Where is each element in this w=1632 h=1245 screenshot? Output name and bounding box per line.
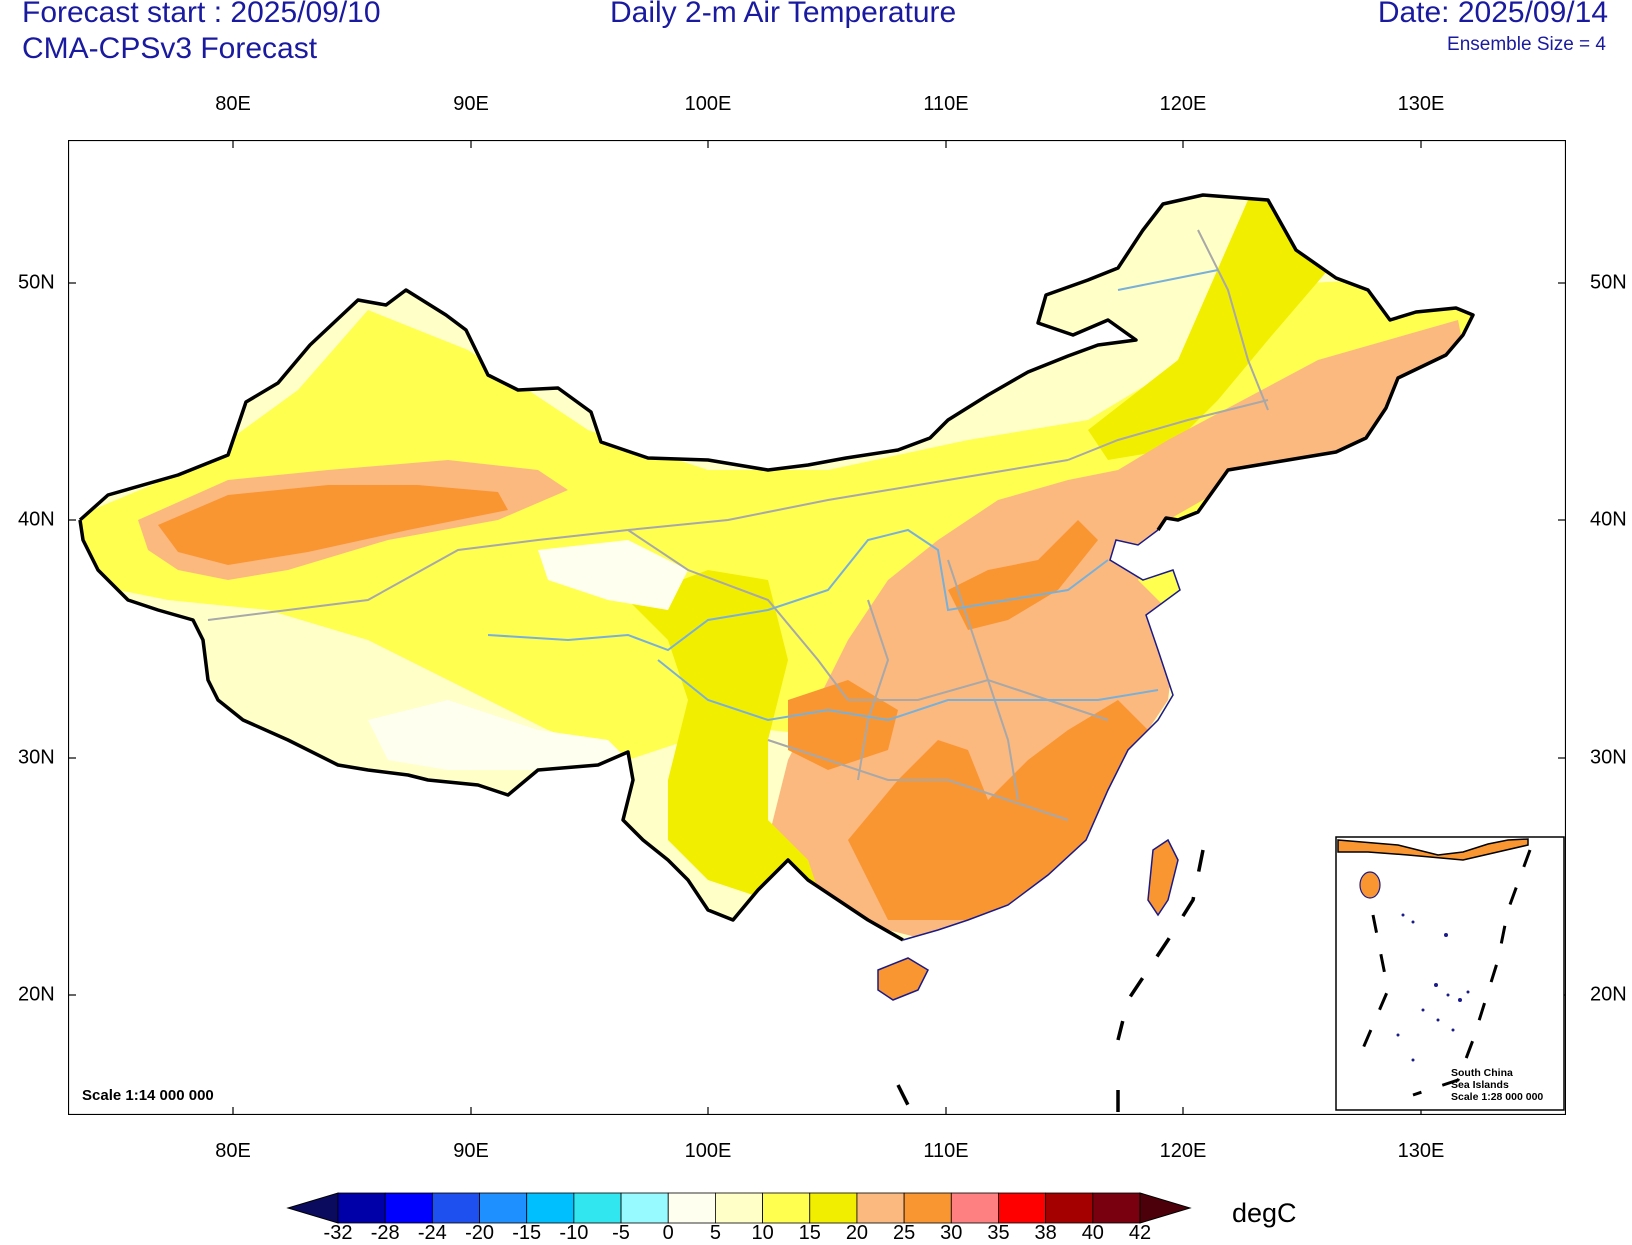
colorbar-swatch (903, 1192, 952, 1224)
colorbar-swatch (762, 1192, 811, 1224)
province-borders (207, 229, 1269, 821)
colorbar-min-arrow (286, 1192, 339, 1224)
colorbar-max-arrow (1139, 1192, 1192, 1224)
model-name-label: CMA-CPSv3 Forecast (22, 32, 318, 65)
inset-caption-line: Sea Islands (1451, 1079, 1509, 1091)
lon-label-top: 130E (1397, 93, 1445, 115)
colorbar-swatch (431, 1192, 480, 1224)
hot-north-china (948, 520, 1098, 630)
forecast-start-label: Forecast start : 2025/09/10 (22, 0, 381, 29)
south-china-sea-inset (1335, 836, 1565, 1111)
colorbar-tick-label: 5 (709, 1222, 721, 1244)
national-border (78, 193, 1475, 942)
frame-ticks (68, 140, 1566, 1115)
hainan-island (877, 957, 929, 1001)
zone-5-10 (368, 700, 628, 770)
colorbar-tick-label: -24 (417, 1222, 447, 1244)
colorbar-swatch (337, 1192, 386, 1224)
colorbar-tick-label: -28 (370, 1222, 400, 1244)
ensemble-size-label: Ensemble Size = 4 (1447, 34, 1606, 55)
lon-label-bottom: 130E (1397, 1140, 1445, 1162)
colorbar-tick-label: 30 (940, 1222, 963, 1244)
lon-label-top: 80E (215, 93, 251, 115)
colorbar-swatch (809, 1192, 858, 1224)
lat-label-left: 20N (18, 983, 55, 1006)
colorbar-swatch (384, 1192, 433, 1224)
inset-caption-line: Scale 1:28 000 000 (1451, 1091, 1544, 1103)
lon-label-bottom: 100E (684, 1140, 732, 1162)
lon-label-top: 100E (684, 93, 732, 115)
colorbar-swatch (950, 1192, 999, 1224)
colorbar-swatch (1092, 1192, 1141, 1224)
colorbar-tick-label: -15 (512, 1222, 542, 1244)
colorbar-tick-label: 15 (798, 1222, 821, 1244)
lon-label-top: 90E (453, 93, 489, 115)
lat-label-right: 50N (1590, 271, 1627, 294)
zone-5-10-north (538, 540, 688, 610)
colorbar-tick-label: 25 (892, 1222, 916, 1244)
lat-label-right: 20N (1590, 983, 1627, 1006)
colorbar-swatch (479, 1192, 528, 1224)
colorbar-swatch (856, 1192, 905, 1224)
zone-20-25-central (628, 570, 828, 920)
inset-caption: South China Sea Islands Scale 1:28 000 0… (1451, 1067, 1543, 1103)
lon-label-bottom: 120E (1159, 1140, 1207, 1162)
inset-caption-line: South China (1451, 1067, 1513, 1079)
colorbar-swatch (526, 1192, 575, 1224)
colorbar-tick-label: 0 (662, 1222, 674, 1244)
colorbar-tick-label: 20 (845, 1222, 869, 1244)
colorbar-tick-label: -10 (559, 1222, 589, 1244)
colorbar-swatch (573, 1192, 622, 1224)
valid-date-label: Date: 2025/09/14 (1377, 0, 1608, 29)
map-scale-label: Scale 1:14 000 000 (82, 1087, 214, 1104)
colorbar-tick-label: 40 (1081, 1222, 1104, 1244)
hot-sichuan (788, 680, 898, 770)
temperature-colorbar (286, 1192, 1192, 1224)
lon-label-top: 110E (923, 93, 969, 115)
map-title: Daily 2-m Air Temperature (610, 0, 957, 29)
zone-20-25 (1088, 200, 1328, 460)
lat-label-right: 40N (1590, 508, 1627, 531)
colorbar-swatch (620, 1192, 669, 1224)
taiwan-island (1147, 838, 1179, 917)
coastline (902, 529, 1181, 941)
lat-label-left: 50N (18, 271, 55, 294)
maritime-boundary (896, 849, 1205, 1115)
colorbar-tick-label: 38 (1034, 1222, 1057, 1244)
lon-label-bottom: 80E (215, 1140, 251, 1162)
lon-label-top: 120E (1159, 93, 1207, 115)
colorbar-tick-label: -32 (323, 1222, 353, 1244)
lon-label-bottom: 110E (923, 1140, 969, 1162)
colorbar-swatch (667, 1192, 716, 1224)
colorbar-swatch (1045, 1192, 1094, 1224)
lat-label-left: 30N (18, 746, 55, 769)
lat-label-left: 40N (18, 508, 55, 531)
rivers (487, 269, 1219, 722)
colorbar-tick-label: -5 (612, 1222, 630, 1244)
lat-label-right: 30N (1590, 746, 1627, 769)
colorbar-tick-label: 10 (751, 1222, 774, 1244)
colorbar-tick-label: -20 (465, 1222, 494, 1244)
colorbar-swatch (998, 1192, 1047, 1224)
colorbar-unit-label: degC (1232, 1198, 1297, 1228)
colorbar-tick-label: 42 (1128, 1222, 1152, 1244)
colorbar-tick-label: 35 (987, 1222, 1010, 1244)
colorbar-swatch (715, 1192, 763, 1224)
temperature-map (68, 140, 1566, 1115)
lon-label-bottom: 90E (453, 1140, 489, 1162)
zone-30-35-west (158, 485, 508, 565)
